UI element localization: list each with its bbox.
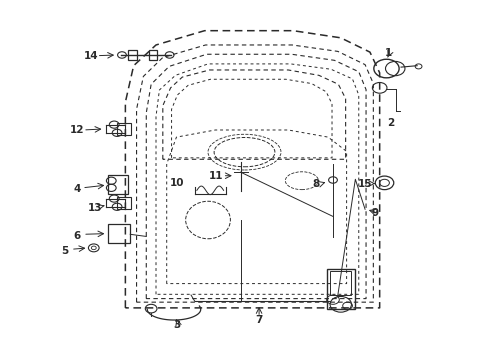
Text: 13: 13 <box>87 203 102 213</box>
Text: 6: 6 <box>73 231 80 242</box>
Bar <box>329 271 351 295</box>
Bar <box>108 224 130 243</box>
Text: 1: 1 <box>385 48 392 58</box>
Text: 8: 8 <box>312 179 320 189</box>
Text: 5: 5 <box>61 246 68 256</box>
Bar <box>128 50 137 60</box>
Text: 9: 9 <box>370 208 378 218</box>
Text: 12: 12 <box>69 125 84 135</box>
Bar <box>116 197 131 209</box>
Text: 3: 3 <box>173 320 181 330</box>
Bar <box>116 123 131 135</box>
Text: 14: 14 <box>84 51 99 61</box>
Text: 15: 15 <box>357 179 371 189</box>
Bar <box>108 175 128 194</box>
Bar <box>326 269 354 309</box>
Text: 2: 2 <box>386 118 393 128</box>
Text: 11: 11 <box>209 171 223 181</box>
Bar <box>148 50 157 60</box>
Text: 7: 7 <box>255 315 262 325</box>
Text: 4: 4 <box>73 184 81 194</box>
Text: 10: 10 <box>170 178 184 188</box>
